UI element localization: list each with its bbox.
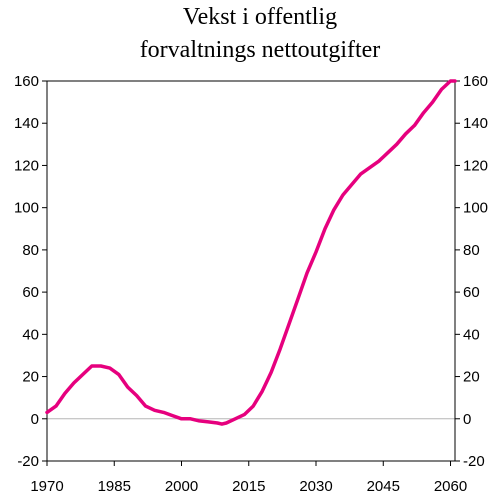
x-tick-label: 2015 xyxy=(232,478,265,495)
y-tick-label-left: 140 xyxy=(14,115,39,132)
y-tick-label-right: 100 xyxy=(463,200,488,217)
series-line xyxy=(45,79,457,426)
y-tick-label-right: 160 xyxy=(463,73,488,90)
x-tick-label: 1985 xyxy=(98,478,131,495)
y-tick-label-right: 140 xyxy=(463,115,488,132)
y-tick-label-right: 20 xyxy=(463,369,480,386)
y-tick-label-left: -20 xyxy=(17,453,39,470)
y-tick-label-left: 20 xyxy=(22,369,39,386)
x-tick-label: 1970 xyxy=(30,478,63,495)
y-tick-label-left: 120 xyxy=(14,157,39,174)
y-tick-label-left: 160 xyxy=(14,73,39,90)
y-tick-label-left: 80 xyxy=(22,242,39,259)
x-axis: 1970 1985 2000 2015 2030 2045 2060 xyxy=(30,461,467,495)
plot-frame xyxy=(46,80,456,462)
y-tick-label-left: 100 xyxy=(14,200,39,217)
y-axis-right: 160 140 120 100 80 60 40 20 0 -20 xyxy=(455,73,488,470)
y-tick-label-right: 60 xyxy=(463,284,480,301)
x-tick-label: 2030 xyxy=(299,478,332,495)
y-tick-label-right: 0 xyxy=(463,411,471,428)
chart-title-line-1: Vekst i offentlig xyxy=(183,4,337,30)
y-tick-label-left: 40 xyxy=(22,326,39,343)
y-tick-label-right: -20 xyxy=(463,453,485,470)
y-axis-left: 160 140 120 100 80 60 40 20 0 -20 xyxy=(14,73,47,470)
y-tick-label-left: 0 xyxy=(31,411,39,428)
x-tick-label: 2000 xyxy=(165,478,198,495)
y-tick-label-left: 60 xyxy=(22,284,39,301)
chart-title-line-2: forvaltnings nettoutgifter xyxy=(140,37,381,63)
x-tick-label: 2045 xyxy=(367,478,400,495)
y-tick-label-right: 80 xyxy=(463,242,480,259)
y-tick-label-right: 120 xyxy=(463,157,488,174)
y-tick-label-right: 40 xyxy=(463,326,480,343)
x-tick-label: 2060 xyxy=(434,478,467,495)
